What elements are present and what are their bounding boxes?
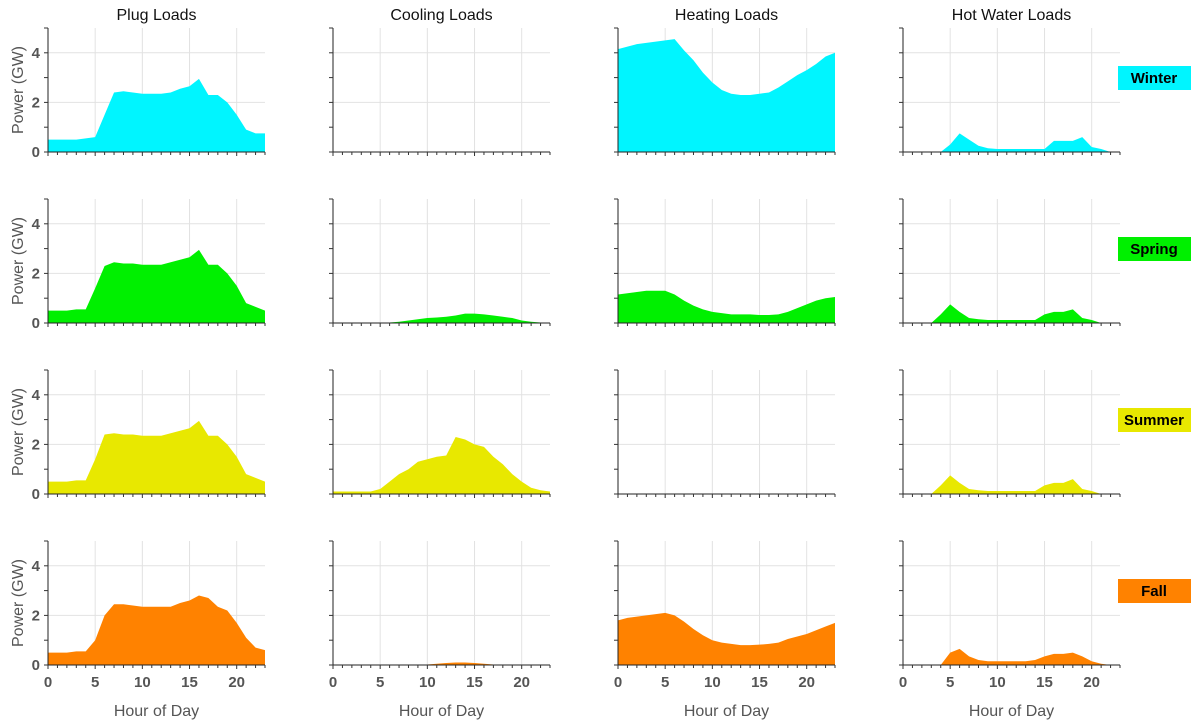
area-series	[903, 133, 1120, 152]
x-tick-label: 0	[329, 674, 337, 691]
x-tick-label: 5	[91, 674, 99, 691]
x-tick-label: 0	[899, 674, 907, 691]
panel-fall-3: 0 5 10 15 20 Hour of Day	[899, 540, 1121, 720]
x-tick-label: 10	[134, 674, 151, 691]
x-axis-title: Hour of Day	[969, 703, 1054, 720]
y-tick-label: 4	[32, 387, 41, 404]
panel-summer-3	[899, 369, 1121, 498]
area-series	[48, 78, 265, 152]
season-label-box	[1118, 66, 1191, 90]
x-axis-title: Hour of Day	[114, 703, 199, 720]
area-series	[48, 420, 265, 494]
x-tick-label: 20	[513, 674, 530, 691]
x-axis-title: Hour of Day	[684, 703, 769, 720]
y-tick-label: 2	[32, 94, 40, 111]
season-label-text: Summer	[1124, 412, 1184, 429]
area-series	[48, 595, 265, 665]
area-series	[618, 290, 835, 323]
panel-summer-0: 0 2 4	[32, 369, 266, 503]
x-tick-label: 20	[798, 674, 815, 691]
x-tick-label: 15	[466, 674, 483, 691]
y-tick-label: 4	[32, 216, 41, 233]
panel-spring-2	[614, 198, 836, 327]
area-series	[903, 304, 1120, 323]
season-label-spring: Spring	[1118, 237, 1191, 261]
season-label-winter: Winter	[1118, 66, 1191, 90]
season-label-text: Winter	[1131, 70, 1178, 87]
x-tick-label: 5	[946, 674, 954, 691]
x-tick-label: 0	[614, 674, 622, 691]
x-tick-label: 15	[1036, 674, 1053, 691]
area-series	[333, 662, 550, 665]
x-tick-label: 20	[228, 674, 245, 691]
y-axis-title: Power (GW)	[10, 217, 27, 305]
y-axis-title: Power (GW)	[10, 388, 27, 476]
panel-winter-1	[329, 27, 551, 156]
y-axis-title: Power (GW)	[10, 46, 27, 134]
y-tick-label: 2	[32, 436, 40, 453]
column-title: Hot Water Loads	[952, 7, 1071, 24]
panel-fall-2: 0 5 10 15 20 Hour of Day	[614, 540, 836, 720]
y-tick-label: 0	[32, 144, 40, 161]
season-label-box	[1118, 237, 1191, 261]
y-tick-label: 2	[32, 265, 40, 282]
x-tick-label: 5	[661, 674, 669, 691]
area-series	[618, 39, 835, 152]
season-label-box	[1118, 408, 1191, 432]
season-label-box	[1118, 579, 1191, 603]
area-series	[333, 313, 550, 323]
x-tick-label: 10	[704, 674, 721, 691]
area-series	[48, 249, 265, 323]
x-tick-label: 5	[376, 674, 384, 691]
panel-winter-2	[614, 27, 836, 156]
panel-fall-1: 0 5 10 15 20 Hour of Day	[329, 540, 551, 720]
season-label-text: Spring	[1130, 241, 1178, 258]
panel-spring-0: 0 2 4	[32, 198, 266, 332]
panel-summer-2	[614, 369, 836, 498]
column-title: Heating Loads	[675, 7, 778, 24]
area-series	[903, 648, 1120, 665]
panel-spring-1	[329, 198, 551, 327]
x-tick-label: 15	[181, 674, 198, 691]
area-series	[618, 612, 835, 665]
y-tick-label: 2	[32, 607, 40, 624]
panel-summer-1	[329, 369, 551, 498]
y-tick-label: 0	[32, 657, 40, 674]
column-title: Plug Loads	[116, 7, 196, 24]
area-series	[333, 436, 550, 494]
y-tick-label: 4	[32, 558, 41, 575]
y-tick-label: 0	[32, 315, 40, 332]
x-tick-label: 20	[1083, 674, 1100, 691]
y-tick-label: 4	[32, 45, 41, 62]
panel-winter-0: 0 2 4	[32, 27, 266, 161]
panel-winter-3	[899, 27, 1121, 156]
panel-spring-3	[899, 198, 1121, 327]
column-title: Cooling Loads	[390, 7, 492, 24]
season-label-summer: Summer	[1118, 408, 1191, 432]
season-label-text: Fall	[1141, 583, 1167, 600]
x-tick-label: 0	[44, 674, 52, 691]
x-tick-label: 15	[751, 674, 768, 691]
x-tick-label: 10	[989, 674, 1006, 691]
panel-fall-0: 0 2 4 0 5 10 15 20 Hour of Day	[32, 540, 266, 720]
y-tick-label: 0	[32, 486, 40, 503]
season-label-fall: Fall	[1118, 579, 1191, 603]
y-axis-title: Power (GW)	[10, 559, 27, 647]
area-series	[903, 475, 1120, 494]
x-tick-label: 10	[419, 674, 436, 691]
x-axis-title: Hour of Day	[399, 703, 484, 720]
